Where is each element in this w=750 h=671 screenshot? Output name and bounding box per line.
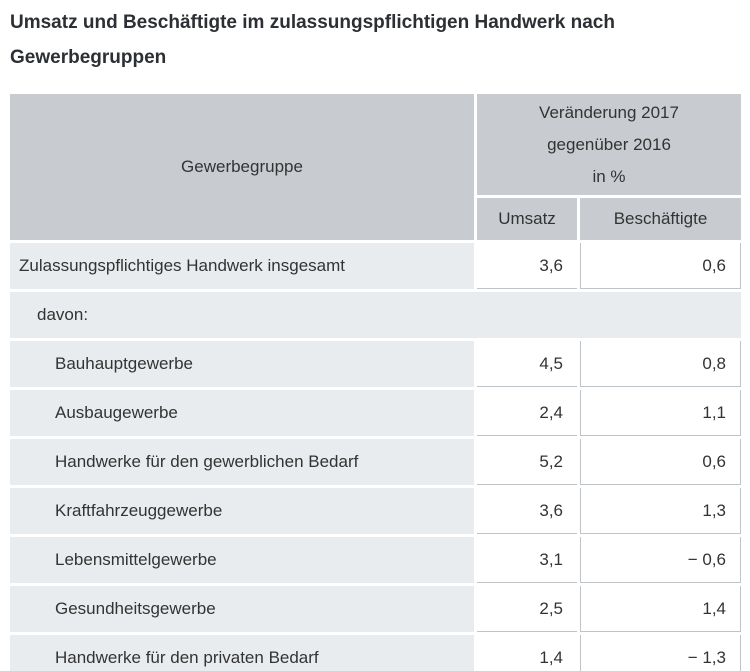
table-row: Lebensmittelgewerbe 3,1 − 0,6 xyxy=(10,537,741,583)
table-body: Zulassungspflichtiges Handwerk insgesamt… xyxy=(10,243,741,671)
beschaeftigte-value: 1,1 xyxy=(580,390,741,436)
umsatz-value: 3,1 xyxy=(477,537,577,583)
umsatz-value: 5,2 xyxy=(477,439,577,485)
group-header-veraenderung: Veränderung 2017 gegenüber 2016 in % xyxy=(477,94,741,195)
beschaeftigte-value: − 1,3 xyxy=(580,635,741,671)
umsatz-value: 2,5 xyxy=(477,586,577,632)
table-row: Ausbaugewerbe 2,4 1,1 xyxy=(10,390,741,436)
sub-header-umsatz: Umsatz xyxy=(477,198,577,240)
beschaeftigte-value: 0,8 xyxy=(580,341,741,387)
row-label: Handwerke für den privaten Bedarf xyxy=(10,635,474,671)
row-label: Gesundheitsgewerbe xyxy=(10,586,474,632)
group-header-line-3: in % xyxy=(592,166,626,186)
table-row: Bauhauptgewerbe 4,5 0,8 xyxy=(10,341,741,387)
beschaeftigte-value: − 0,6 xyxy=(580,537,741,583)
umsatz-value: 4,5 xyxy=(477,341,577,387)
table-row-section: davon: xyxy=(10,292,741,338)
row-label: Zulassungspflichtiges Handwerk insgesamt xyxy=(10,243,474,289)
table-row: Kraftfahrzeuggewerbe 3,6 1,3 xyxy=(10,488,741,534)
col-header-gewerbegruppe: Gewerbegruppe xyxy=(10,94,474,240)
handwerk-statistics-table: Gewerbegruppe Veränderung 2017 gegenüber… xyxy=(7,91,744,671)
table-row: Handwerke für den privaten Bedarf 1,4 − … xyxy=(10,635,741,671)
umsatz-value: 1,4 xyxy=(477,635,577,671)
beschaeftigte-value: 1,3 xyxy=(580,488,741,534)
row-label: Handwerke für den gewerblichen Bedarf xyxy=(10,439,474,485)
row-label: Ausbaugewerbe xyxy=(10,390,474,436)
beschaeftigte-value: 0,6 xyxy=(580,243,741,289)
sub-header-beschaeftigte: Beschäftigte xyxy=(580,198,741,240)
table-row: Handwerke für den gewerblichen Bedarf 5,… xyxy=(10,439,741,485)
umsatz-value: 3,6 xyxy=(477,488,577,534)
page-title: Umsatz und Beschäftigte im zulassungspfl… xyxy=(10,12,615,68)
row-label: Lebensmittelgewerbe xyxy=(10,537,474,583)
group-header-line-1: Veränderung 2017 xyxy=(539,102,679,122)
beschaeftigte-value: 0,6 xyxy=(580,439,741,485)
umsatz-value: 3,6 xyxy=(477,243,577,289)
section-label: davon: xyxy=(10,292,741,338)
table-row-total: Zulassungspflichtiges Handwerk insgesamt… xyxy=(10,243,741,289)
table-row: Gesundheitsgewerbe 2,5 1,4 xyxy=(10,586,741,632)
row-label: Bauhauptgewerbe xyxy=(10,341,474,387)
row-label: Kraftfahrzeuggewerbe xyxy=(10,488,474,534)
table-header: Gewerbegruppe Veränderung 2017 gegenüber… xyxy=(10,94,741,240)
beschaeftigte-value: 1,4 xyxy=(580,586,741,632)
group-header-line-2: gegenüber 2016 xyxy=(547,134,671,154)
umsatz-value: 2,4 xyxy=(477,390,577,436)
